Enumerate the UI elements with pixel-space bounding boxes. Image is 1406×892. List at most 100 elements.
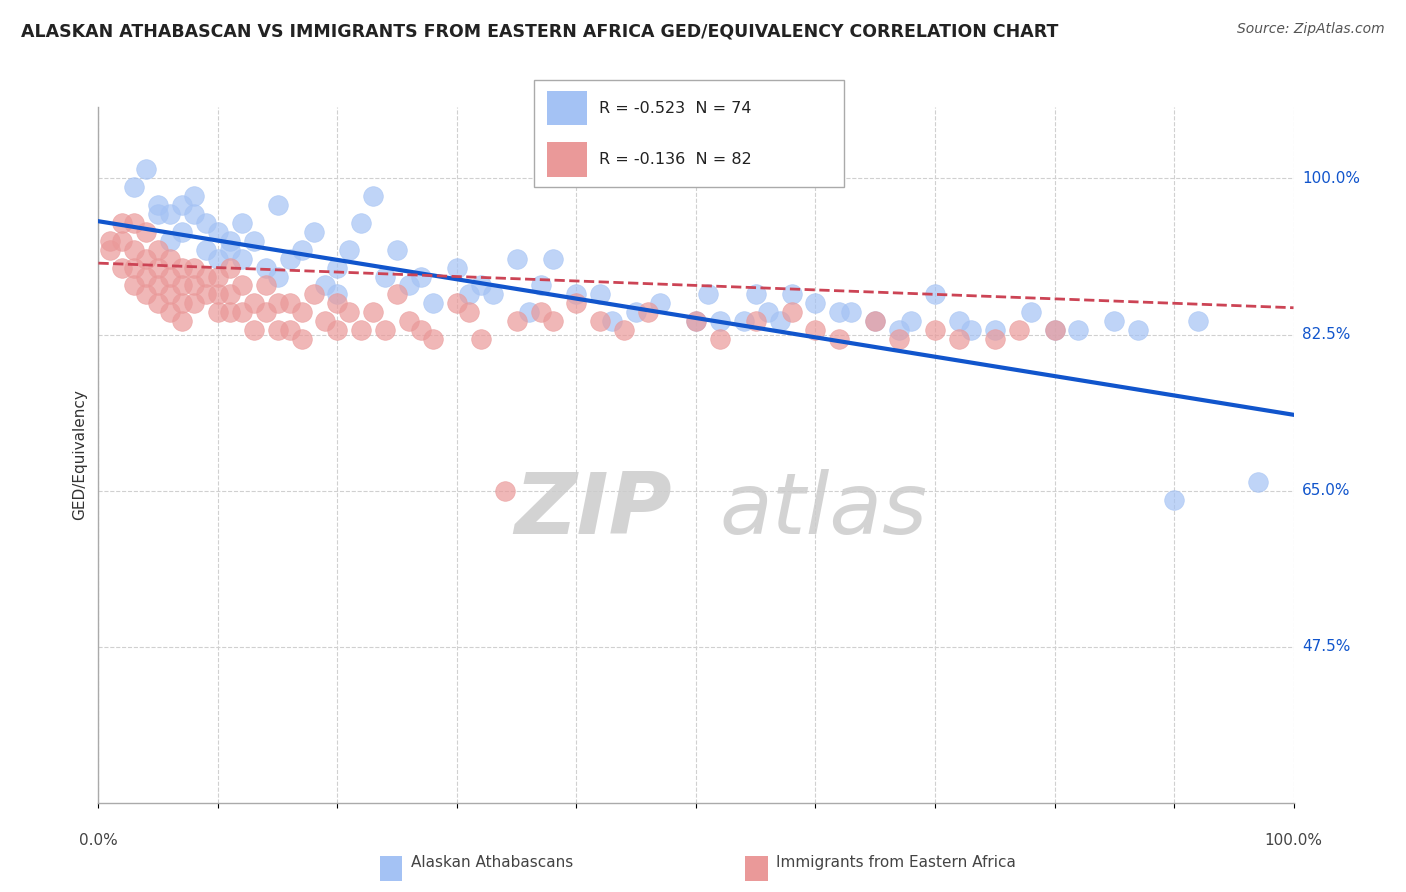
Point — [267, 198, 290, 212]
Point — [1128, 323, 1150, 337]
Point — [1102, 314, 1125, 328]
Point — [446, 260, 468, 275]
Point — [243, 234, 266, 248]
Point — [124, 260, 146, 275]
Point — [924, 287, 946, 301]
Point — [183, 296, 205, 310]
Point — [697, 287, 720, 301]
Point — [148, 198, 170, 212]
Point — [745, 287, 768, 301]
Point — [983, 323, 1005, 337]
Point — [135, 287, 157, 301]
Point — [828, 305, 851, 319]
Point — [745, 314, 768, 328]
Point — [374, 323, 396, 337]
Point — [398, 278, 420, 293]
Point — [135, 252, 157, 266]
Point — [183, 260, 205, 275]
Point — [159, 269, 181, 284]
Point — [159, 287, 181, 301]
Point — [565, 296, 588, 310]
Bar — [547, 143, 586, 177]
Point — [172, 314, 194, 328]
Point — [183, 207, 205, 221]
Point — [290, 243, 312, 257]
Point — [1187, 314, 1209, 328]
Point — [411, 269, 433, 284]
Point — [506, 314, 529, 328]
Point — [254, 278, 277, 293]
Point — [624, 305, 647, 319]
Point — [889, 323, 911, 337]
Point — [756, 305, 779, 319]
Point — [290, 332, 312, 346]
Point — [613, 323, 636, 337]
Point — [254, 305, 277, 319]
Point — [207, 225, 229, 239]
Point — [124, 243, 146, 257]
Point — [135, 162, 157, 177]
Point — [541, 252, 564, 266]
Point — [529, 278, 551, 293]
Point — [267, 323, 290, 337]
Point — [1043, 323, 1066, 337]
Text: atlas: atlas — [720, 469, 928, 552]
Point — [172, 260, 194, 275]
Text: 0.0%: 0.0% — [79, 833, 118, 848]
Text: ZIP: ZIP — [515, 469, 672, 552]
Point — [194, 216, 217, 230]
Point — [172, 278, 194, 293]
Point — [470, 278, 492, 293]
Point — [231, 305, 253, 319]
Point — [446, 296, 468, 310]
Point — [243, 296, 266, 310]
Point — [889, 332, 911, 346]
Point — [648, 296, 672, 310]
Point — [983, 332, 1005, 346]
Point — [1163, 492, 1185, 507]
Point — [207, 287, 229, 301]
Point — [219, 260, 242, 275]
Point — [159, 234, 181, 248]
Point — [733, 314, 755, 328]
Point — [337, 243, 360, 257]
Point — [565, 287, 588, 301]
Point — [278, 296, 301, 310]
Point — [290, 305, 312, 319]
Point — [207, 252, 229, 266]
Point — [326, 260, 349, 275]
Point — [124, 216, 146, 230]
Point — [326, 287, 349, 301]
Point — [363, 189, 385, 203]
Point — [135, 269, 157, 284]
Text: R = -0.523  N = 74: R = -0.523 N = 74 — [599, 101, 752, 116]
Point — [1007, 323, 1029, 337]
Point — [828, 332, 851, 346]
Point — [1019, 305, 1042, 319]
Point — [207, 305, 229, 319]
Point — [111, 216, 134, 230]
Text: Source: ZipAtlas.com: Source: ZipAtlas.com — [1237, 22, 1385, 37]
Text: 100.0%: 100.0% — [1302, 171, 1360, 186]
Point — [159, 252, 181, 266]
Point — [148, 260, 170, 275]
Point — [267, 296, 290, 310]
Point — [231, 252, 253, 266]
Point — [458, 305, 481, 319]
Text: 47.5%: 47.5% — [1302, 640, 1350, 654]
Point — [385, 287, 409, 301]
Point — [194, 243, 217, 257]
Point — [600, 314, 623, 328]
Point — [326, 323, 349, 337]
Point — [172, 198, 194, 212]
Point — [768, 314, 790, 328]
Point — [470, 332, 492, 346]
Point — [685, 314, 707, 328]
Point — [685, 314, 707, 328]
Text: Alaskan Athabascans: Alaskan Athabascans — [411, 855, 572, 870]
Point — [1067, 323, 1090, 337]
Point — [148, 278, 170, 293]
Point — [350, 216, 373, 230]
Point — [541, 314, 564, 328]
Point — [254, 260, 277, 275]
